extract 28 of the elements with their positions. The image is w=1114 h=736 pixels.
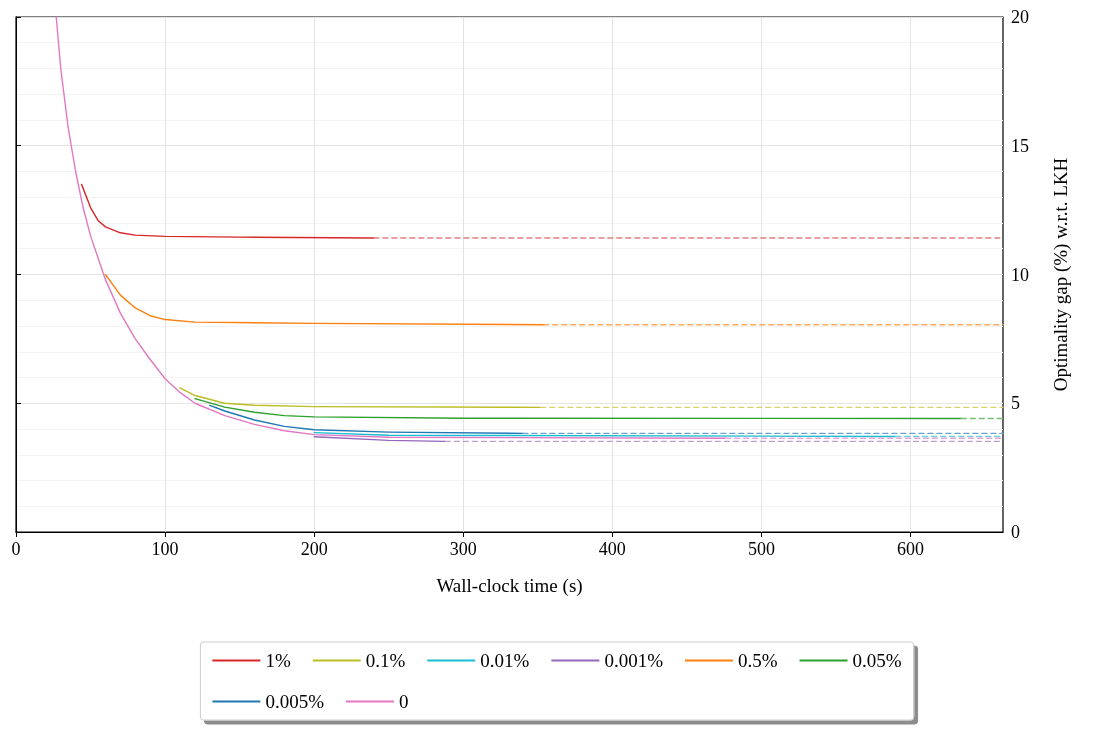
legend-label: 0.05% — [852, 650, 902, 671]
legend-label: 0.5% — [737, 650, 778, 671]
line-series — [179, 387, 542, 409]
line-series — [55, 16, 727, 439]
line-series — [194, 397, 962, 420]
line-series — [209, 404, 524, 435]
legend-label: 0.1% — [365, 650, 406, 671]
y-tick-label: 15 — [1011, 135, 1029, 156]
x-tick-label: 200 — [300, 539, 328, 559]
x-tick-label: 300 — [449, 539, 477, 559]
line-series — [104, 273, 545, 326]
x-axis-title: Wall-clock time (s) — [436, 575, 583, 597]
x-tick-label: 400 — [598, 539, 626, 559]
legend-label: 0.001% — [604, 650, 664, 671]
legend-label: 1% — [265, 650, 291, 671]
x-tick-label: 0 — [11, 539, 21, 559]
legend-label: 0 — [398, 691, 409, 712]
x-tick-label: 100 — [151, 539, 179, 559]
line-series — [80, 183, 375, 239]
y-tick-label: 5 — [1011, 393, 1020, 414]
y-tick-label: 0 — [1011, 522, 1020, 542]
x-tick-label: 600 — [897, 539, 925, 559]
legend-label: 0.01% — [480, 650, 530, 671]
y-axis-title: Optimality gap (%) w.r.t. LKH — [1050, 157, 1072, 392]
legend-label: 0.005% — [265, 691, 325, 712]
y-tick-label: 20 — [1011, 7, 1029, 27]
x-tick-label: 500 — [747, 539, 775, 559]
y-tick-label: 10 — [1011, 264, 1029, 285]
